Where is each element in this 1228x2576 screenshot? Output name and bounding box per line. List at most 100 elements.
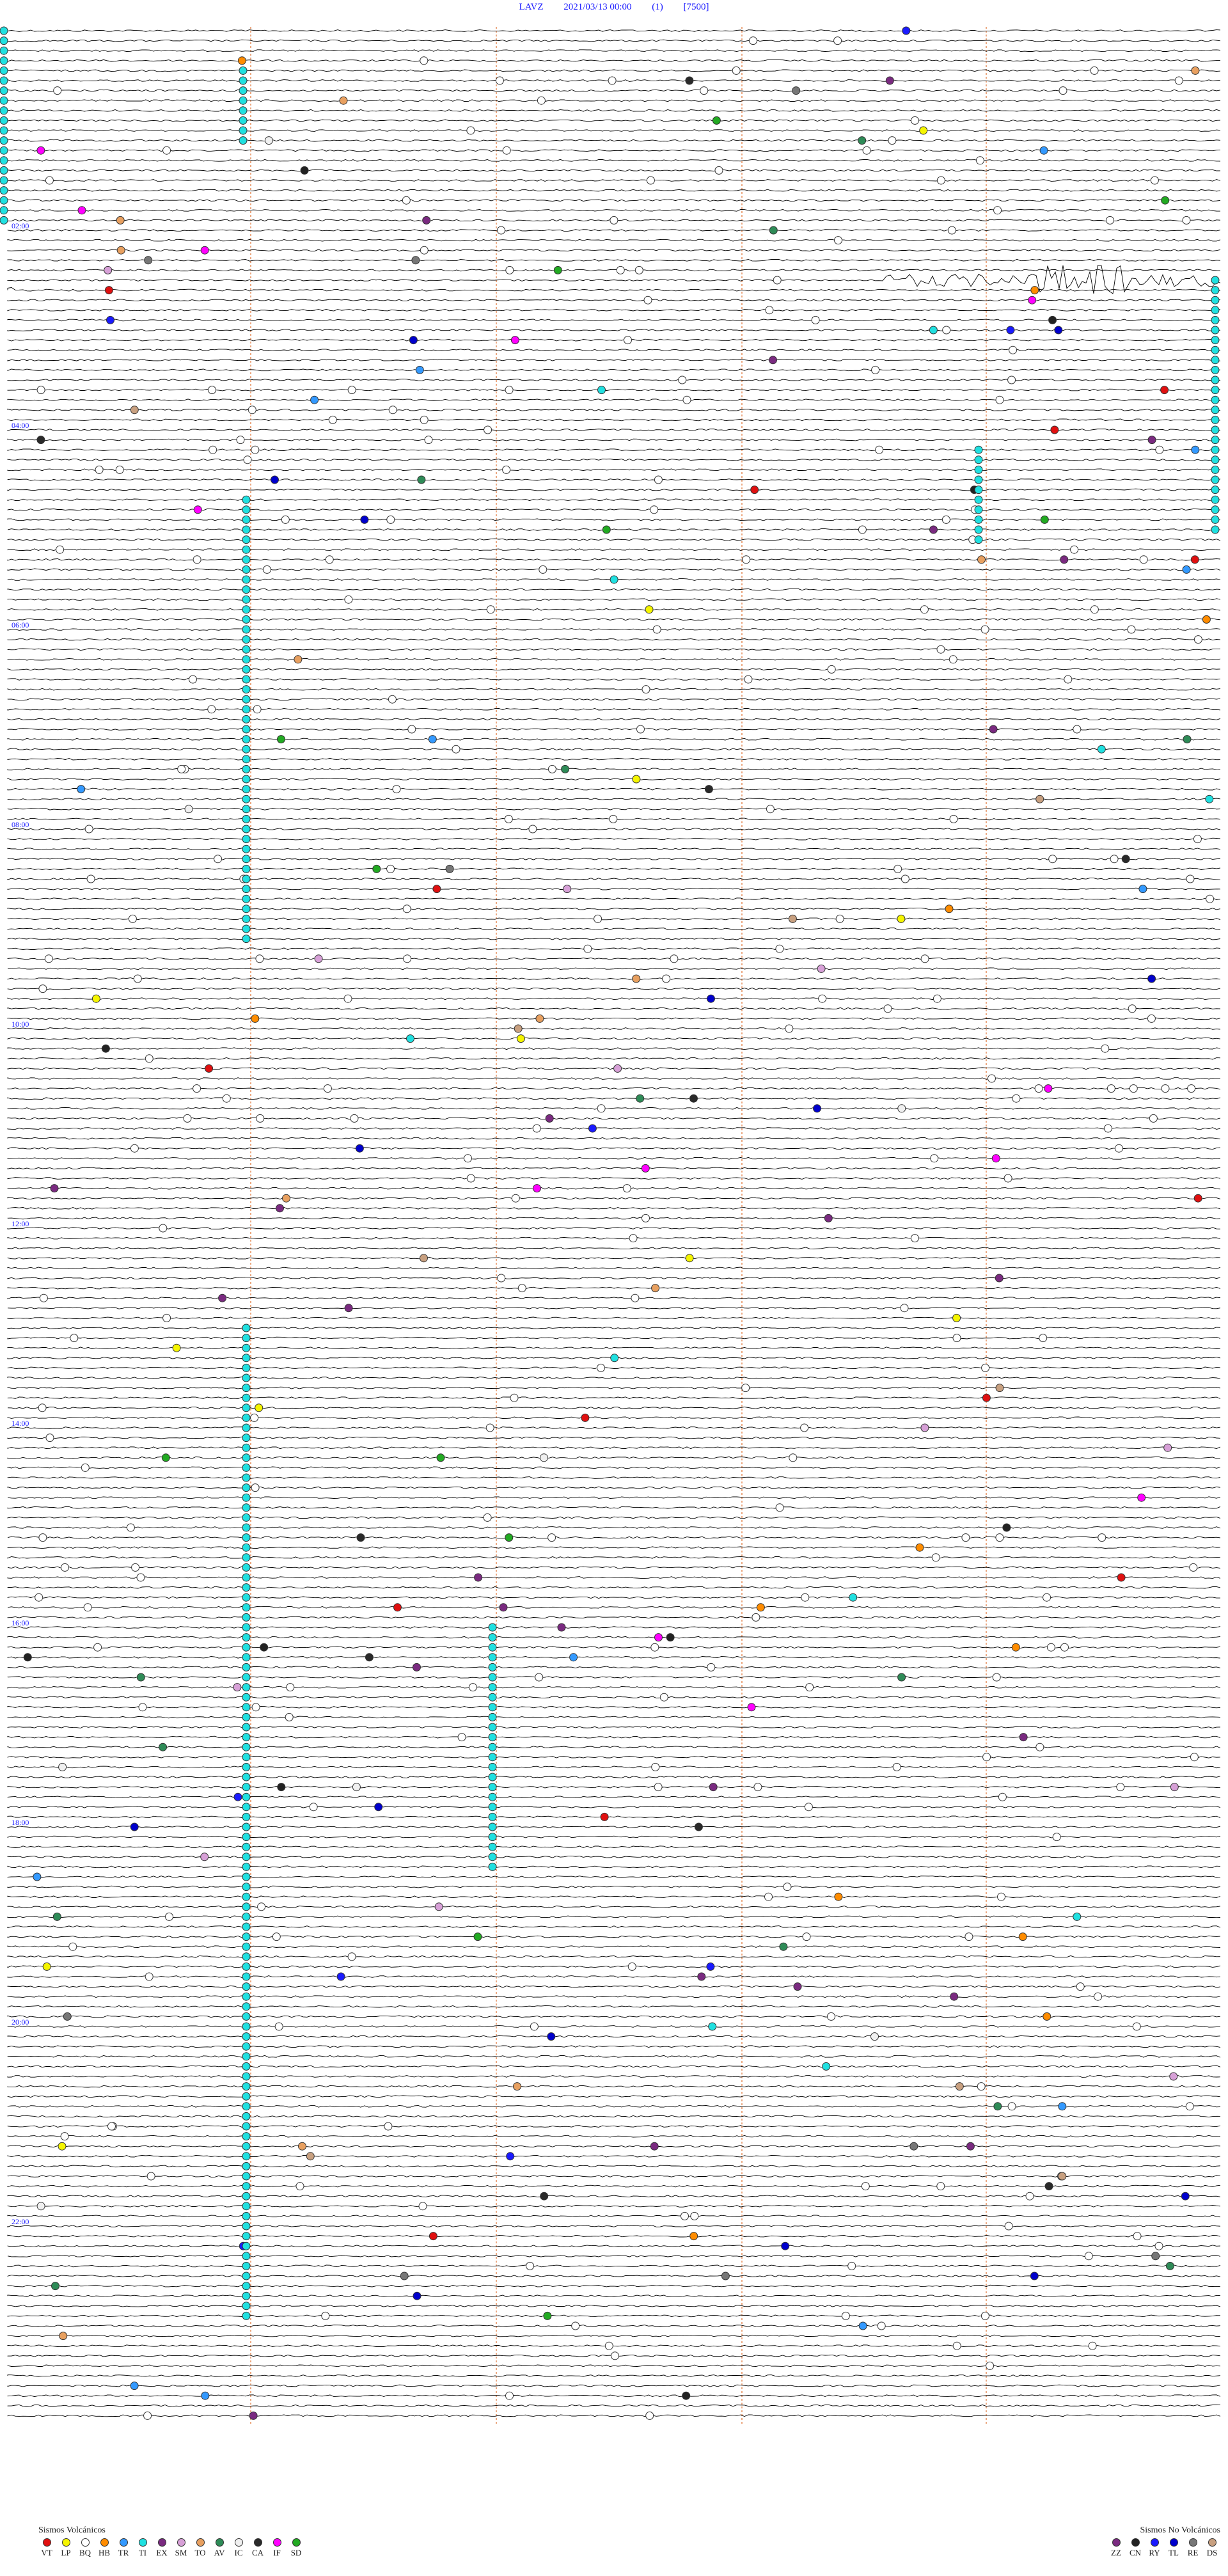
event-marker xyxy=(1160,386,1169,395)
event-marker xyxy=(242,1712,251,1721)
event-marker xyxy=(242,2152,251,2161)
event-marker xyxy=(513,2082,521,2091)
event-marker xyxy=(488,1643,497,1652)
event-marker xyxy=(1191,66,1200,75)
event-marker xyxy=(242,2182,251,2191)
event-marker xyxy=(1206,894,1215,903)
event-marker xyxy=(281,515,290,524)
trace-line xyxy=(7,2015,1221,2018)
event-marker xyxy=(636,1094,645,1103)
event-marker xyxy=(242,1553,251,1562)
event-marker xyxy=(107,2122,116,2131)
trace-line xyxy=(7,2005,1221,2008)
trace-line xyxy=(7,1925,1221,1928)
trace-line xyxy=(7,2165,1221,2168)
event-marker xyxy=(242,1503,251,1512)
trace-line xyxy=(7,1426,1221,1429)
event-marker xyxy=(1193,1194,1202,1203)
legend-volcanic-item-ca: CA xyxy=(249,2538,266,2558)
event-marker xyxy=(466,126,475,135)
event-marker xyxy=(350,1114,359,1123)
event-marker xyxy=(42,1962,51,1971)
event-marker xyxy=(347,386,356,395)
trace-line xyxy=(7,2095,1221,2098)
event-marker xyxy=(974,525,983,534)
event-marker xyxy=(1185,2102,1194,2111)
event-marker xyxy=(328,415,337,424)
event-marker xyxy=(1211,445,1220,454)
event-marker xyxy=(1094,1992,1103,2001)
event-marker xyxy=(1163,1443,1172,1452)
legend-nonvolcanic-dot-icon xyxy=(1188,2538,1197,2547)
event-marker xyxy=(272,1932,281,1941)
event-marker xyxy=(700,86,709,95)
legend-nonvolcanic-code: TL xyxy=(1169,2548,1179,2557)
event-marker xyxy=(545,1114,554,1123)
event-marker xyxy=(769,356,777,365)
trace-line xyxy=(7,1027,1221,1030)
trace-line xyxy=(7,399,1221,402)
event-marker xyxy=(1106,216,1114,225)
event-marker xyxy=(1116,1783,1125,1792)
event-marker xyxy=(974,505,983,514)
legend-nonvolcanic-item-cn: CN xyxy=(1127,2538,1144,2558)
trace-line xyxy=(7,528,1221,531)
trace-line xyxy=(7,718,1221,721)
event-marker xyxy=(936,645,945,654)
event-marker xyxy=(0,66,8,75)
legend-volcanic-dot-icon xyxy=(100,2538,109,2547)
event-marker xyxy=(251,445,260,454)
trace-line xyxy=(7,848,1221,851)
event-marker xyxy=(1044,2182,1053,2191)
event-marker xyxy=(143,2411,152,2420)
legend-volcanic-item-tr: TR xyxy=(115,2538,132,2558)
event-marker xyxy=(1211,326,1220,335)
event-marker xyxy=(51,2282,59,2291)
event-marker xyxy=(242,685,251,694)
trace-line xyxy=(7,1476,1221,1479)
trace-line xyxy=(7,1646,1221,1649)
event-marker xyxy=(208,386,216,395)
event-marker xyxy=(775,944,784,953)
event-marker xyxy=(23,1653,32,1662)
event-marker xyxy=(233,1792,242,1801)
event-marker xyxy=(263,565,271,574)
trace-line xyxy=(7,928,1221,930)
event-marker xyxy=(1183,735,1192,744)
event-marker xyxy=(643,296,652,304)
event-marker xyxy=(847,2261,856,2270)
event-marker xyxy=(242,1343,251,1352)
event-marker xyxy=(1138,885,1147,894)
event-marker xyxy=(242,1862,251,1871)
event-marker xyxy=(597,1104,606,1113)
event-marker xyxy=(789,1453,798,1462)
event-marker xyxy=(1043,1593,1051,1602)
event-marker xyxy=(547,2032,556,2041)
hour-label: 06:00 xyxy=(12,620,29,629)
trace-line xyxy=(7,2045,1221,2048)
trace-line xyxy=(7,1935,1221,1938)
event-marker xyxy=(609,814,618,823)
event-marker xyxy=(681,2211,689,2220)
trace-line xyxy=(7,429,1221,431)
event-marker xyxy=(81,1463,90,1472)
event-marker xyxy=(1189,1563,1198,1572)
legend-volcanic-dot-icon xyxy=(81,2538,90,2547)
trace-line xyxy=(7,1127,1221,1130)
legend-nonvolcanic-code: ZZ xyxy=(1111,2548,1121,2557)
trace-line xyxy=(7,658,1221,661)
event-marker xyxy=(242,715,251,723)
trace-line xyxy=(7,798,1221,801)
event-marker xyxy=(1211,515,1220,524)
event-marker xyxy=(165,1912,173,1921)
trace-line xyxy=(7,1785,1221,1789)
event-marker xyxy=(418,2202,427,2211)
trace-line xyxy=(7,1755,1221,1758)
event-marker xyxy=(514,1024,523,1033)
event-marker xyxy=(597,1363,605,1372)
event-marker xyxy=(0,196,8,205)
hour-label: 22:00 xyxy=(12,2217,29,2226)
event-marker xyxy=(600,1812,609,1821)
event-marker xyxy=(144,256,153,265)
trace-line xyxy=(7,887,1221,890)
